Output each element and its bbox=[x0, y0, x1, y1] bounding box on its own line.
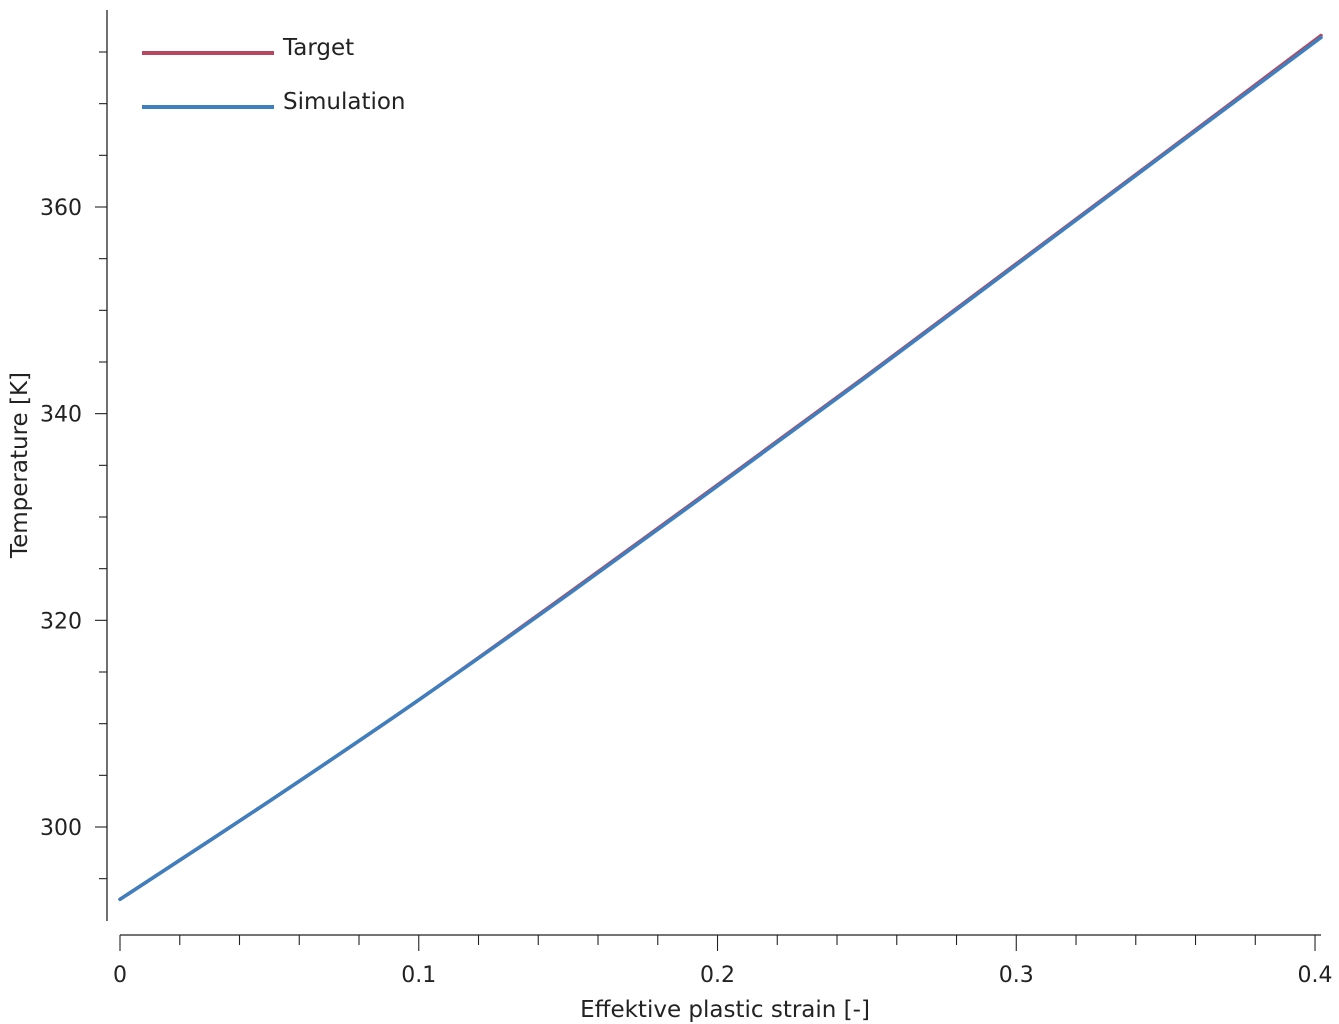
y-tick-label: 360 bbox=[40, 196, 82, 221]
y-tick-label: 300 bbox=[40, 816, 82, 841]
series-line-target bbox=[118, 33, 1323, 902]
series-layer bbox=[118, 33, 1323, 902]
x-tick-label: 0.1 bbox=[401, 963, 436, 988]
series-line-simulation bbox=[118, 35, 1323, 902]
x-axis: 0 0.1 0.2 0.3 0.4 bbox=[113, 934, 1333, 988]
x-tick-label: 0.3 bbox=[999, 963, 1034, 988]
legend: Target Simulation bbox=[142, 35, 406, 115]
y-tick-label: 340 bbox=[40, 403, 82, 428]
legend-label-target: Target bbox=[282, 35, 354, 61]
y-tick-label: 320 bbox=[40, 609, 82, 634]
x-tick-label: 0.4 bbox=[1298, 963, 1333, 988]
legend-label-simulation: Simulation bbox=[283, 89, 406, 115]
x-tick-label: 0.2 bbox=[700, 963, 735, 988]
y-axis: 300 320 340 360 bbox=[40, 10, 108, 921]
x-tick-label: 0 bbox=[113, 963, 127, 988]
x-axis-title: Effektive plastic strain [-] bbox=[580, 997, 870, 1023]
y-axis-title: Temperature [K] bbox=[7, 372, 33, 559]
